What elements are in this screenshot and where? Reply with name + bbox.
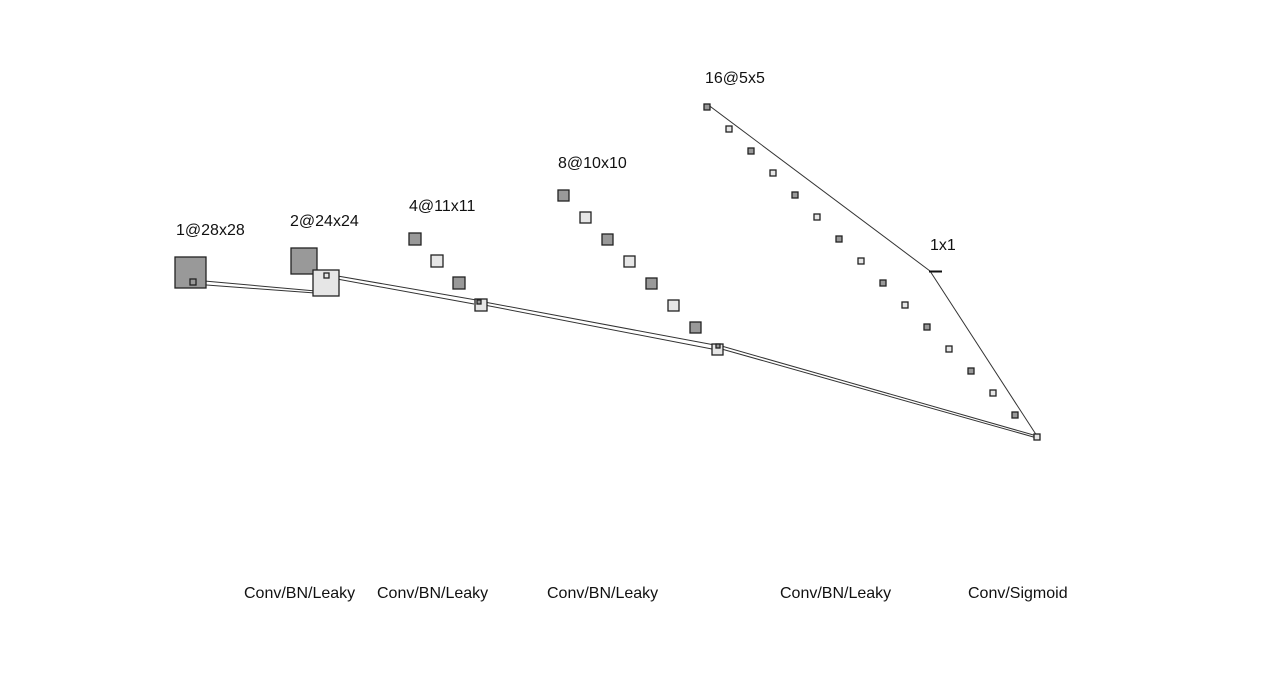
conn-2-b: [325, 276, 475, 305]
kernel-window: [323, 272, 330, 279]
feature-map: [645, 277, 658, 290]
feature-map: [408, 232, 422, 246]
feature-map: [923, 323, 931, 331]
conn-5-b: [929, 270, 1038, 437]
feature-map: [452, 276, 466, 290]
layer-labels: 1@28x28 2@24x24 4@11x11 8@10x10 16@5x5 1…: [176, 70, 956, 254]
feature-map: [601, 233, 614, 246]
feature-map: [667, 299, 680, 312]
feature-map: [1011, 411, 1019, 419]
feature-map: [623, 255, 636, 268]
feature-map: [879, 279, 887, 287]
feature-map: [835, 235, 843, 243]
layer-1-feature-maps: [174, 256, 207, 289]
feature-map: [791, 191, 799, 199]
operation-labels: Conv/BN/Leaky Conv/BN/Leaky Conv/BN/Leak…: [244, 585, 1068, 602]
layer-2-feature-maps: [290, 247, 340, 297]
feature-map: [725, 125, 733, 133]
layer-5-feature-maps: [703, 103, 1041, 441]
operation-label-2: Conv/BN/Leaky: [377, 585, 488, 602]
feature-map: [967, 367, 975, 375]
operation-label-3: Conv/BN/Leaky: [547, 585, 658, 602]
feature-map: [689, 321, 702, 334]
kernel-window: [189, 278, 197, 286]
feature-map: [557, 189, 570, 202]
conn-2-a: [325, 273, 483, 302]
conn-1-a: [192, 279, 328, 293]
conn-5-a: [706, 103, 931, 272]
feature-map: [579, 211, 592, 224]
feature-map: [312, 269, 340, 297]
operation-label-1: Conv/BN/Leaky: [244, 585, 355, 602]
layer-label-4: 8@10x10: [558, 155, 627, 172]
feature-map: [747, 147, 755, 155]
feature-map: [813, 213, 821, 221]
feature-map: [703, 103, 711, 111]
layer-label-3: 4@11x11: [409, 198, 475, 215]
feature-map: [769, 169, 777, 177]
connection-lines: [192, 103, 1038, 439]
conn-4-b: [717, 347, 1038, 439]
operation-label-4: Conv/BN/Leaky: [780, 585, 891, 602]
feature-map: [989, 389, 997, 397]
layer-label-6: 1x1: [930, 237, 956, 254]
layer-label-5: 16@5x5: [705, 70, 765, 87]
conn-3-b: [478, 303, 713, 350]
conn-4-a: [717, 344, 1038, 437]
conn-1-b: [192, 283, 316, 294]
feature-map: [901, 301, 909, 309]
operation-label-5: Conv/Sigmoid: [968, 585, 1068, 602]
layer-4-feature-maps: [557, 189, 724, 356]
feature-map: [290, 247, 318, 275]
layer-label-1: 1@28x28: [176, 222, 245, 239]
conn-3-a: [478, 300, 721, 347]
feature-map: [857, 257, 865, 265]
layer-3-feature-maps: [408, 232, 488, 312]
feature-map: [1033, 433, 1041, 441]
kernel-window: [476, 299, 482, 305]
layer-label-2: 2@24x24: [290, 213, 359, 230]
kernel-window: [715, 343, 721, 349]
feature-map: [945, 345, 953, 353]
feature-map: [430, 254, 444, 268]
